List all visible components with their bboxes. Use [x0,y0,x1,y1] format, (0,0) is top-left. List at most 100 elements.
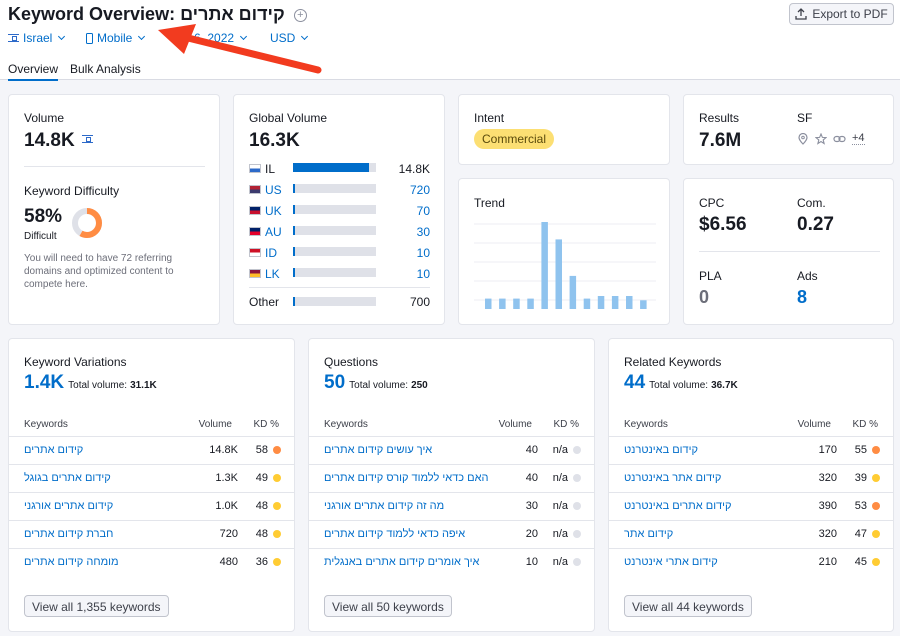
country-code[interactable]: LK [265,267,280,281]
table-row: איך אומרים קידום אתרים באנגלית 10 n/a [309,548,594,576]
kd-dot-icon [273,557,281,566]
keyword-link[interactable]: קידום אתר [624,528,674,540]
keyword-link[interactable]: איפה כדאי ללמוד קידום אתרים [324,528,466,540]
tab-bulk-analysis[interactable]: Bulk Analysis [70,62,141,76]
country-volume[interactable]: 70 [416,204,430,218]
keyword-link[interactable]: קידום באינטרנט [624,444,698,456]
country-code[interactable]: ID [265,246,277,260]
other-label: Other [249,295,280,309]
keyword-link[interactable]: מומחה קידום אתרים [24,556,119,568]
table-row: איפה כדאי ללמוד קידום אתרים 20 n/a [309,520,594,548]
col-kd[interactable]: KD % [253,419,279,430]
keyword-count[interactable]: 1.4K [24,372,65,393]
kd-dot-icon [573,529,581,538]
keyword-link[interactable]: קידום אתרים באינטרנט [624,500,732,512]
page-title: Keyword Overview: קידום אתרים + [8,4,307,25]
trend-bar[interactable] [527,298,534,309]
trend-bar[interactable] [513,298,520,309]
tab-overview[interactable]: Overview [8,62,59,81]
keyword-volume: 1.3K [215,472,238,484]
table-row: איך עושים קידום אתרים 40 n/a [309,436,594,464]
results-card: Results 7.6M SF +4 [683,94,894,165]
keyword-link[interactable]: איך אומרים קידום אתרים באנגלית [324,556,480,568]
trend-label: Trend [474,196,505,210]
table-row: קידום אתרי אינטרנט 210 45 [609,548,893,576]
kd-level: Difficult [24,231,57,242]
trend-bar[interactable] [569,275,577,309]
currency-label: USD [270,31,296,45]
country-bar [293,268,376,277]
total-volume-label: Total volume: [68,380,128,391]
keyword-kd: 48 [256,500,281,512]
trend-bar[interactable] [555,239,563,309]
keyword-link[interactable]: חברת קידום אתרים [24,528,114,540]
trend-bar[interactable] [611,296,619,309]
country-row-id: ID 10 [249,246,430,262]
view-all-button[interactable]: View all 50 keywords [324,595,452,617]
trend-bar[interactable] [541,222,548,309]
chevron-down-icon [138,32,146,41]
keyword-volume: 40 [525,444,538,456]
col-volume[interactable]: Volume [498,419,532,430]
kd-dot-icon [273,501,281,510]
keyword-count[interactable]: 44 [624,372,646,393]
kd-number: 39 [854,472,867,484]
keyword-link[interactable]: קידום אתר באינטרנט [624,472,722,484]
keyword-link[interactable]: מה זה קידום אתרים אורגני [324,500,445,512]
country-volume[interactable]: 30 [416,225,430,239]
view-all-button[interactable]: View all 44 keywords [624,595,752,617]
view-all-button[interactable]: View all 1,355 keywords [24,595,169,617]
sf-more-link[interactable]: +4 [852,132,865,145]
trend-bar[interactable] [485,298,492,309]
id-flag-icon [249,248,261,257]
col-kd[interactable]: KD % [852,419,878,430]
add-keyword-icon[interactable]: + [293,9,307,22]
col-volume[interactable]: Volume [797,419,831,430]
keyword-kd: n/a [553,500,581,512]
keyword-count[interactable]: 50 [324,372,346,393]
sf-label: SF [797,111,813,125]
trend-bar[interactable] [499,298,506,309]
country-volume[interactable]: 720 [409,183,430,197]
export-pdf-button[interactable]: Export to PDF [789,3,894,25]
keyword-link[interactable]: איך עושים קידום אתרים [324,444,433,456]
keyword-link[interactable]: קידום אתרים בגוגל [24,472,111,484]
keyword-volume: 170 [818,444,837,456]
location-pin-icon[interactable] [797,132,809,145]
link-icon[interactable] [833,133,846,145]
keyword-link[interactable]: האם כדאי ללמוד קורס קידום אתרים [324,472,489,484]
country-volume[interactable]: 10 [416,246,430,260]
keyword-kd: 53 [855,500,880,512]
keyword-link[interactable]: קידום אתרי אינטרנט [624,556,718,568]
country-code[interactable]: AU [265,225,282,239]
keyword-link[interactable]: קידום אתרים [24,444,84,456]
keyword-volume: 40 [525,472,538,484]
currency-select[interactable]: USD [270,31,309,45]
country-bar [293,163,376,172]
keyword-kd: 55 [855,444,880,456]
col-kd[interactable]: KD % [553,419,579,430]
ads-value[interactable]: 8 [797,287,808,307]
country-code[interactable]: UK [265,204,282,218]
kd-number: n/a [552,444,568,456]
country-code[interactable]: US [265,183,282,197]
device-select[interactable]: Mobile [86,31,146,45]
keyword-volume: 20 [525,528,538,540]
star-icon[interactable] [815,132,827,145]
table-row: חברת קידום אתרים 720 48 [9,520,294,548]
kd-value: 58% [24,206,63,227]
table-title: Keyword Variations [24,355,127,369]
mobile-icon [86,32,93,44]
country-volume[interactable]: 10 [416,267,430,281]
country-select[interactable]: Israel [8,31,66,45]
trend-bar[interactable] [626,296,633,309]
col-volume[interactable]: Volume [198,419,232,430]
trend-bar[interactable] [597,296,605,309]
keyword-link[interactable]: קידום אתרים אורגני [24,500,114,512]
trend-bar[interactable] [640,300,647,309]
kd-number: 55 [854,444,867,456]
table-row: האם כדאי ללמוד קורס קידום אתרים 40 n/a [309,464,594,492]
keyword-volume: 210 [818,556,837,568]
country-bar-fill [293,163,369,172]
trend-bar[interactable] [583,298,591,309]
